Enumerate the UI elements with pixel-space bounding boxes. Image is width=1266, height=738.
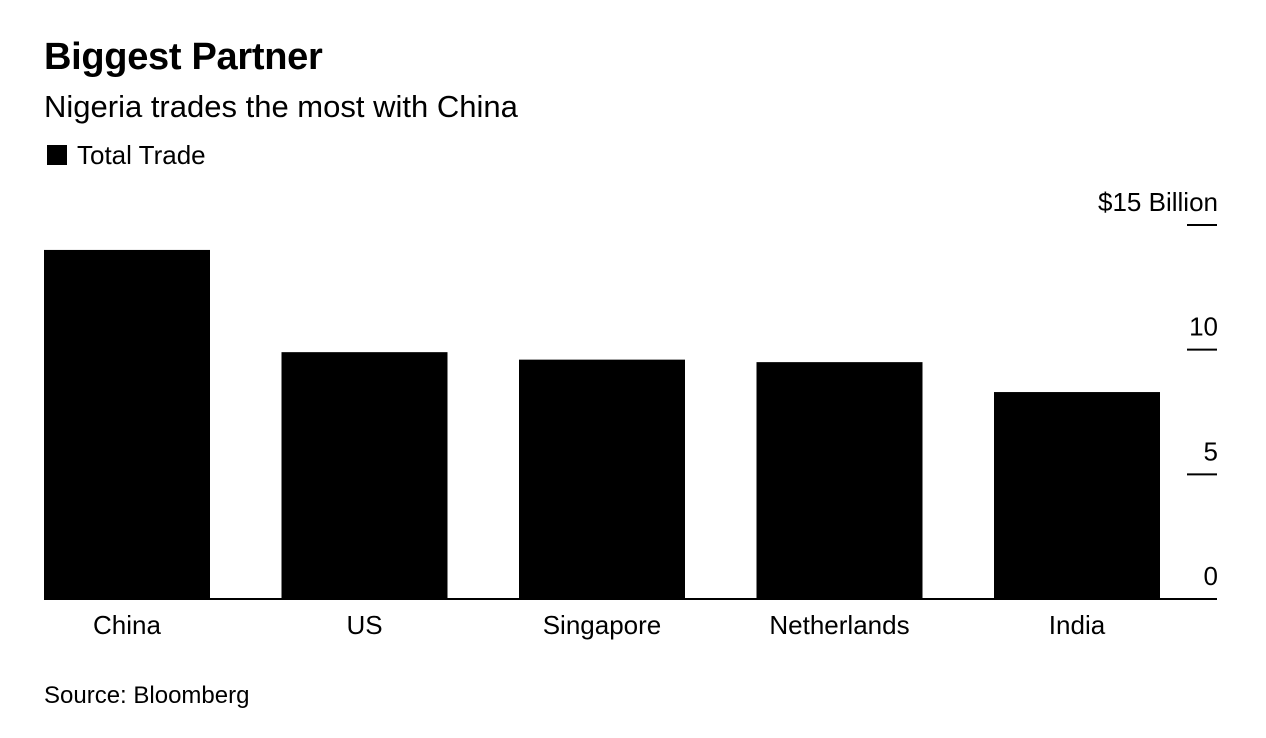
y-tick-label: 0 — [1204, 561, 1218, 591]
legend-swatch — [47, 145, 67, 165]
bar-us — [281, 352, 448, 599]
chart-subtitle: Nigeria trades the most with China — [44, 89, 518, 124]
x-tick-label: US — [346, 610, 382, 640]
bar-china — [44, 249, 210, 599]
x-tick-label: India — [1049, 610, 1106, 640]
y-tick-label: 10 — [1189, 312, 1218, 342]
x-tick-label: Netherlands — [769, 610, 909, 640]
x-tick-label: Singapore — [543, 610, 662, 640]
legend-label: Total Trade — [77, 140, 206, 170]
bar-india — [994, 392, 1160, 599]
source-note: Source: Bloomberg — [44, 682, 250, 709]
y-tick-label: 5 — [1204, 436, 1218, 466]
y-tick-label: $15 Billion — [1098, 187, 1218, 217]
bar-netherlands — [756, 362, 923, 599]
chart-title: Biggest Partner — [44, 36, 323, 78]
x-tick-label: China — [93, 610, 161, 640]
legend: Total Trade — [47, 139, 206, 171]
bar-singapore — [519, 359, 685, 599]
